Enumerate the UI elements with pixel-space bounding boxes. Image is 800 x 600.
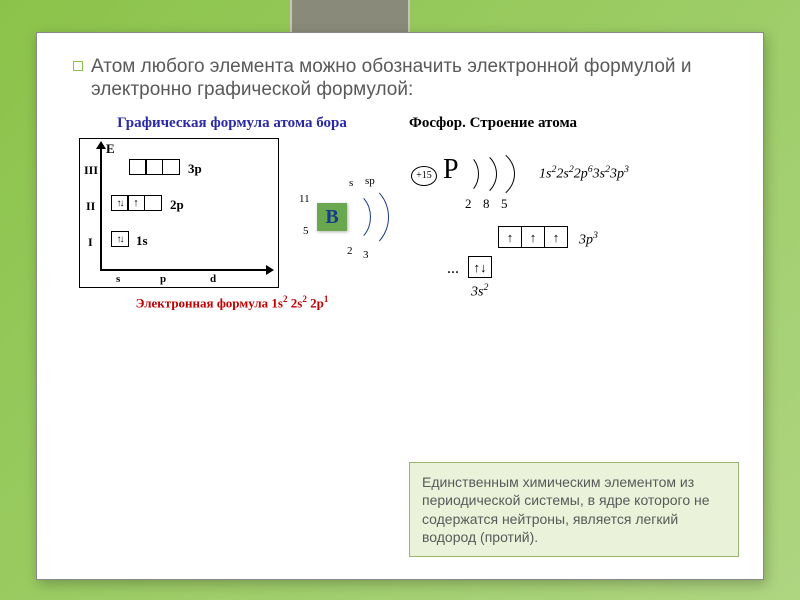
phos-shell-diagram: +15 P 2 8 5 1s22s22p63s23p3 [409,150,727,220]
row-1-label: I [88,235,93,250]
p-3p-3: ↑ [544,226,568,248]
boron-panel: Графическая формула атома бора E III 3p … [73,115,391,316]
b-n2: 2 [347,245,353,257]
orb-2p: 2p [170,197,184,213]
b-z: 5 [303,225,309,237]
shell-n3: 5 [501,196,508,212]
boron-shell-diagram: 11 5 B s sp 2 3 [291,173,391,263]
boron-title: Графическая формула атома бора [73,115,391,132]
xtick-d: d [210,273,216,285]
p-3p-1: ↑ [498,226,522,248]
b-sp: sp [365,175,375,187]
orb-1s: 1s [136,233,148,249]
b-s: s [349,177,353,189]
ellipsis: ... [447,260,459,278]
row-3-label: III [84,163,98,178]
cell-3p-3 [162,159,180,175]
row-2-label: II [86,199,95,214]
panels: Графическая формула атома бора E III 3p … [73,115,727,316]
main-text: Атом любого элемента можно обозначить эл… [73,55,727,101]
lbl-3s: 3s2 [471,282,488,301]
phos-nucleus: +15 [411,166,437,186]
boron-energy-diagram: E III 3p II 2p I [79,138,279,288]
xtick-s: s [116,273,120,285]
orb-3p: 3p [188,161,202,177]
phos-config: 1s22s22p63s23p3 [539,164,629,183]
lbl-3p: 3p3 [579,230,598,249]
phos-orbital-diagram: ↑ ↑ ↑ 3p3 ... ↑↓ 3s2 [409,226,727,316]
cell-1s [111,231,129,247]
note-box: Единственным химическим элементом из пер… [409,462,739,557]
slide: Атом любого элемента можно обозначить эл… [36,32,764,580]
phos-title: Фосфор. Строение атома [409,115,727,132]
cell-2p-2 [127,195,145,211]
shell-n2: 8 [483,196,490,212]
xtick-p: p [160,273,166,285]
cell-3p-2 [145,159,163,175]
cell-2p-3 [144,195,162,211]
boron-formula-label: Электронная формула [136,296,269,311]
p-3s: ↑↓ [468,256,492,278]
p-3p-2: ↑ [521,226,545,248]
y-axis-label: E [106,141,115,157]
b-mass: 11 [299,193,310,205]
phosphorus-panel: Фосфор. Строение атома +15 P 2 8 5 1s22s… [409,115,727,316]
boron-formula: Электронная формула 1s2 2s2 2p1 [73,294,391,311]
cell-2p-1 [111,195,129,211]
shell-n1: 2 [465,196,472,212]
b-n3: 3 [363,249,369,261]
cell-3p-1 [129,159,147,175]
